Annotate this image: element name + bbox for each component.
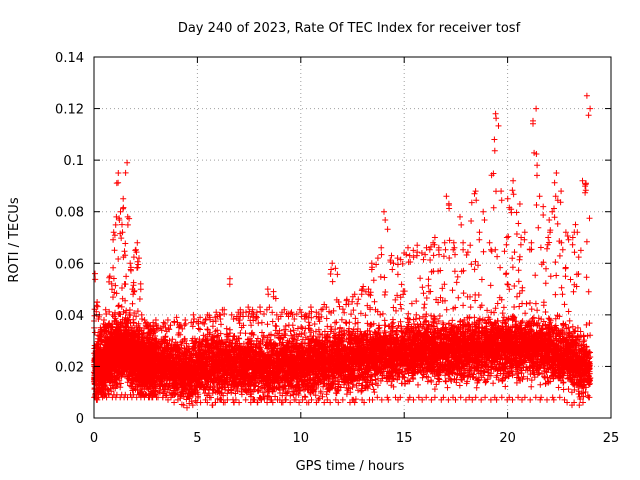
x-axis-label: GPS time / hours (296, 459, 405, 474)
x-tick-label: 15 (396, 431, 413, 446)
y-tick-labels: 0 0.02 0.04 0.06 0.08 0.1 0.12 0.14 (55, 51, 84, 427)
y-tick-label: 0.04 (55, 309, 84, 324)
y-tick-label: 0.1 (63, 154, 84, 169)
chart-title: Day 240 of 2023, Rate Of TEC Index for r… (178, 21, 521, 36)
y-tick-label: 0.06 (55, 257, 84, 272)
scatter-point-markers (91, 92, 594, 411)
x-tick-labels: 0 5 10 15 20 25 (90, 431, 619, 446)
x-tick-label: 0 (90, 431, 98, 446)
data-points (91, 92, 594, 411)
plot-frame (93, 56, 612, 419)
y-tick-label: 0.14 (55, 51, 84, 66)
x-tick-label: 10 (293, 431, 310, 446)
x-tick-label: 5 (193, 431, 201, 446)
axis-ticks (93, 56, 612, 419)
x-tick-label: 20 (499, 431, 516, 446)
y-tick-label: 0.02 (55, 360, 84, 375)
y-tick-label: 0.08 (55, 206, 84, 221)
x-tick-label: 25 (603, 431, 620, 446)
y-tick-label: 0 (76, 412, 84, 427)
y-tick-label: 0.12 (55, 103, 84, 118)
y-axis-label: ROTI / TECUs (7, 197, 22, 282)
